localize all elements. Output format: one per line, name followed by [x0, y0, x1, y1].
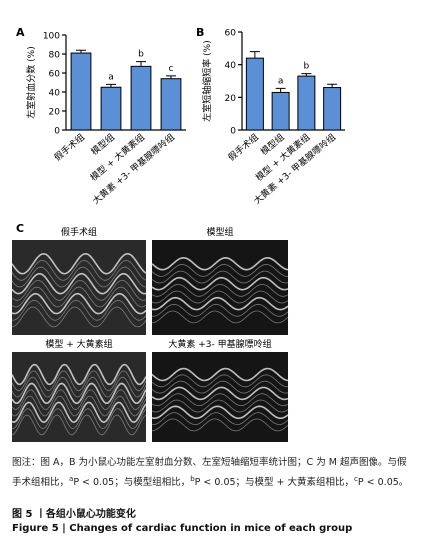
bar [323, 87, 342, 131]
echo-trace [151, 283, 289, 297]
echo-trace [151, 270, 289, 284]
figure-title-en: Figure 5 | Changes of cardiac function i… [12, 523, 353, 534]
echo-trace [12, 299, 147, 321]
echo-trace [11, 382, 147, 405]
y-tick-label: 40 [225, 61, 237, 71]
y-tick-label: 0 [54, 127, 60, 137]
echo-trace [11, 306, 147, 328]
echo-image [152, 352, 288, 442]
image-title: 大黄素 +3- 甲基腺嘌呤组 [168, 338, 271, 350]
caption-text: P < 0.05；与模型 + 大黄素组相比， [194, 477, 355, 489]
echo-trace [11, 370, 147, 392]
echo-trace [151, 399, 289, 413]
echo-trace [151, 393, 289, 407]
image-title: 假手术组 [61, 226, 97, 238]
bar [70, 52, 92, 131]
bar-label: b [304, 62, 310, 72]
echo-trace [151, 405, 289, 420]
y-tick-label: 20 [225, 94, 237, 104]
echo-trace [11, 376, 147, 398]
superscript: c [354, 475, 358, 483]
superscript: b [190, 475, 195, 483]
panel-label: B [196, 26, 204, 39]
echo-trace [11, 389, 147, 411]
error-bar [76, 49, 86, 54]
echo-trace [151, 380, 289, 394]
superscript: a [69, 475, 74, 483]
y-tick-label: 100 [43, 32, 60, 42]
bar [100, 86, 122, 131]
y-tick-label: 40 [49, 89, 61, 99]
echo-image [152, 240, 288, 335]
bar-label: b [138, 50, 144, 60]
echo-trace [151, 303, 289, 317]
bar [297, 75, 316, 131]
y-tick-label: 60 [225, 29, 237, 39]
echo-trace [151, 310, 289, 324]
y-tick-label: 60 [49, 70, 61, 80]
bar-label: a [278, 76, 284, 86]
figure-title: 图 5 丨各组小鼠心功能变化 [12, 509, 136, 520]
y-tick-label: 80 [49, 51, 61, 61]
caption-note: 图注：图 A，B 为小鼠心功能左室射血分数、左室短轴缩短率统计图；C 为 M 超… [12, 455, 412, 491]
echo-trace [151, 418, 289, 432]
bar-label: c [169, 64, 174, 74]
x-tick-label: 模型组 [89, 131, 117, 158]
y-axis-label: 左室射血分数 (%) [25, 46, 37, 118]
image-title: 模型 + 大黄素组 [45, 338, 112, 350]
panel-label: A [16, 26, 25, 39]
error-bar [301, 73, 312, 77]
echo-trace [11, 252, 147, 275]
echo-trace [11, 259, 147, 281]
echo-trace [151, 296, 289, 311]
y-tick-label: 20 [49, 108, 61, 118]
error-bar [106, 83, 116, 88]
echo-trace [11, 395, 147, 417]
image-title: 模型组 [206, 226, 233, 238]
echo-trace [11, 363, 147, 386]
echo-trace [11, 414, 147, 436]
error-bar [136, 61, 146, 67]
echo-trace [11, 292, 147, 315]
caption-text: 图注：图 A，B 为小鼠心功能左室射血分数、左室短轴缩短率统计图；C 为 M 超… [12, 457, 407, 489]
echo-image [12, 352, 146, 442]
echo-trace [11, 401, 147, 424]
error-bar [327, 83, 338, 88]
echo-trace [151, 412, 289, 426]
error-bar [275, 87, 286, 93]
echo-trace [11, 279, 147, 301]
echo-trace [151, 263, 289, 277]
echo-trace [151, 256, 289, 271]
y-axis-label: 左室短轴缩短率 (%) [201, 40, 213, 121]
caption-text: P < 0.05。 [357, 477, 409, 489]
echo-trace [11, 266, 147, 288]
echo-trace [11, 272, 147, 295]
bar [271, 91, 290, 131]
bar [130, 65, 152, 131]
echo-trace [11, 408, 147, 429]
echo-trace [151, 276, 289, 291]
error-bar [249, 51, 260, 59]
error-bar [166, 75, 176, 79]
echo-trace [151, 374, 289, 388]
echo-trace [151, 367, 289, 382]
bar [160, 78, 182, 131]
echo-trace [151, 386, 289, 401]
bar [245, 57, 264, 131]
caption-text: P < 0.05；与模型组相比， [73, 477, 191, 489]
echo-trace [11, 286, 147, 308]
echo-trace [151, 290, 289, 304]
y-tick-label: 0 [230, 127, 236, 137]
panel-label: C [16, 222, 24, 235]
bar-label: a [108, 72, 114, 82]
